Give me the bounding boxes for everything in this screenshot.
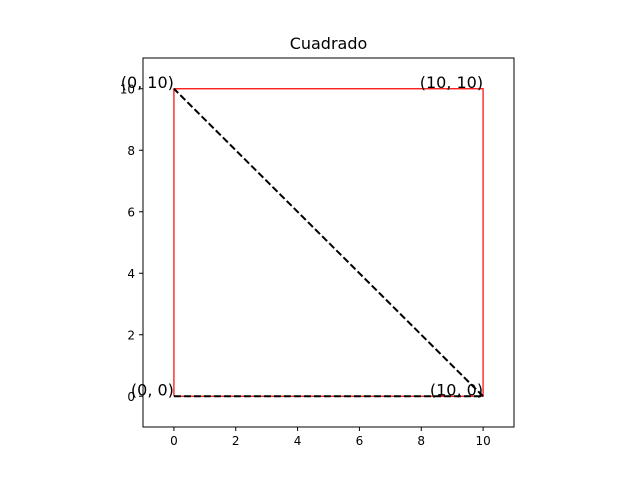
point-annotation: (10, 10) <box>420 73 483 92</box>
x-tick-label: 0 <box>170 434 178 448</box>
point-annotation: (0, 0) <box>131 380 174 399</box>
chart-title: Cuadrado <box>290 34 368 53</box>
x-tick-label: 10 <box>475 434 490 448</box>
dashed-line-2 <box>173 88 484 397</box>
point-annotation: (10, 0) <box>430 380 483 399</box>
point-annotation: (0, 10) <box>121 73 174 92</box>
y-tick-label: 8 <box>127 144 135 158</box>
y-tick-label: 0 <box>127 390 135 404</box>
annotations: (0, 0) (10, 0) (10, 10) (0, 10) <box>121 73 483 400</box>
y-tick-label: 6 <box>127 205 135 219</box>
y-axis: 0 2 4 6 8 10 <box>120 82 143 404</box>
x-tick-label: 2 <box>232 434 240 448</box>
y-tick-label: 2 <box>127 328 135 342</box>
x-tick-label: 6 <box>356 434 364 448</box>
plot-area <box>173 88 484 398</box>
axes-frame <box>142 57 515 428</box>
y-tick-label: 10 <box>120 82 135 96</box>
x-axis: 0 2 4 6 8 10 <box>170 427 491 448</box>
x-tick-label: 8 <box>417 434 425 448</box>
y-tick-label: 4 <box>127 267 135 281</box>
x-tick-label: 4 <box>294 434 302 448</box>
